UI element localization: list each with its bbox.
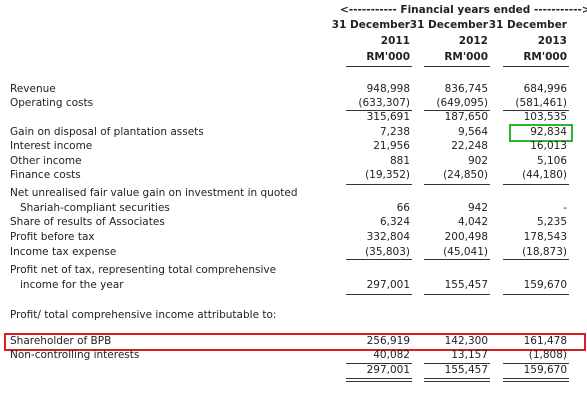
rule [424,381,490,382]
rule [503,110,569,111]
cell-value: 7,238 [379,126,410,138]
cell-value: 5,235 [536,216,567,228]
rule [424,259,490,260]
cell-value: 315,691 [366,111,410,123]
row-label: Finance costs [10,169,81,181]
cell-value: 103,535 [523,111,567,123]
cell-value: 13,157 [451,349,488,361]
cell-value: (44,180) [522,169,567,181]
highlight-box [509,124,573,142]
rule [346,378,412,379]
cell-value: (18,873) [522,246,567,258]
header-span: <----------- Financial years ended -----… [340,4,587,16]
rule [346,184,412,185]
rule [424,378,490,379]
column-unit: RM'000 [366,51,410,63]
cell-value: 256,919 [366,335,410,347]
rule [346,110,412,111]
cell-value: 332,804 [366,231,410,243]
cell-value: (24,850) [443,169,488,181]
rule [424,184,490,185]
row-label: Revenue [10,83,56,95]
cell-value: 155,457 [444,279,488,291]
rule [346,363,412,364]
row-label: Gain on disposal of plantation assets [10,126,204,138]
rule [424,294,490,295]
column-year: 2011 [380,35,410,47]
rule [424,110,490,111]
cell-value: 142,300 [444,335,488,347]
cell-value: 159,670 [523,364,567,376]
row-label: Income tax expense [10,246,117,258]
rule [503,378,569,379]
column-unit: RM'000 [444,51,488,63]
row-label: Net unrealised fair value gain on invest… [10,187,298,199]
row-label: Shareholder of BPB [10,335,112,347]
rule [503,259,569,260]
cell-value: (633,307) [358,97,410,109]
rule [424,66,490,67]
row-label: Non-controlling interests [10,349,140,361]
cell-value: 200,498 [444,231,488,243]
cell-value: (45,041) [443,246,488,258]
cell-value: 155,457 [444,364,488,376]
row-label: Interest income [10,140,93,152]
row-label: income for the year [20,279,124,291]
rule [346,294,412,295]
cell-value: 297,001 [366,364,410,376]
cell-value: 178,543 [523,231,567,243]
cell-value: 159,670 [523,279,567,291]
column-year: 2013 [537,35,567,47]
rule [346,259,412,260]
rule [424,363,490,364]
cell-value: 684,996 [523,83,567,95]
rule [503,294,569,295]
column-date: 31 December [409,19,488,31]
cell-value: 187,650 [444,111,488,123]
cell-value: (649,095) [436,97,488,109]
row-label: Other income [10,155,82,167]
column-unit: RM'000 [523,51,567,63]
column-date: 31 December [488,19,567,31]
row-label: Profit before tax [10,231,95,243]
cell-value: 297,001 [366,279,410,291]
rule [503,66,569,67]
row-label: Profit net of tax, representing total co… [10,264,277,276]
cell-value: 92,834 [530,126,567,138]
cell-value: 4,042 [457,216,488,228]
cell-value: 902 [467,155,488,167]
rule [503,381,569,382]
cell-value: 9,564 [457,126,488,138]
cell-value: 40,082 [373,349,410,361]
cell-value: 5,106 [536,155,567,167]
cell-value: 6,324 [379,216,410,228]
cell-value: 16,013 [530,140,567,152]
row-label: Operating costs [10,97,94,109]
cell-value: (35,803) [365,246,410,258]
rule [503,363,569,364]
column-date: 31 December [331,19,410,31]
column-year: 2012 [458,35,488,47]
row-label: Share of results of Associates [10,216,165,228]
rule [346,381,412,382]
cell-value: 948,998 [366,83,410,95]
row-label: Shariah-compliant securities [20,202,170,214]
cell-value: 21,956 [373,140,410,152]
cell-value: 836,745 [444,83,488,95]
cell-value: (19,352) [365,169,410,181]
cell-value: 22,248 [451,140,488,152]
cell-value: - [563,202,567,214]
cell-value: 66 [396,202,410,214]
cell-value: 881 [389,155,410,167]
rule [503,184,569,185]
cell-value: 161,478 [523,335,567,347]
cell-value: (581,461) [515,97,567,109]
cell-value: 942 [467,202,488,214]
highlight-box [4,333,586,351]
cell-value: (1,808) [528,349,567,361]
rule [346,66,412,67]
row-label: Profit/ total comprehensive income attri… [10,309,277,321]
